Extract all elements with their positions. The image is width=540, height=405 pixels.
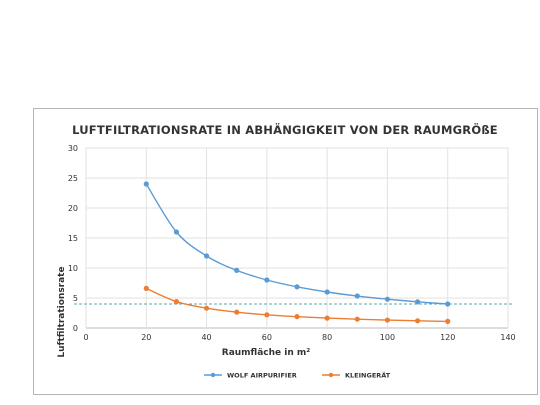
data-point-1 — [294, 314, 300, 320]
y-tick-label: 20 — [68, 204, 78, 213]
x-tick-label: 80 — [322, 333, 332, 342]
data-point-0 — [173, 229, 180, 235]
data-point-1 — [143, 285, 149, 291]
data-point-0 — [384, 296, 391, 302]
x-tick-label: 120 — [440, 333, 455, 342]
x-tick-label: 40 — [201, 333, 211, 342]
data-point-1 — [324, 315, 330, 321]
y-tick-label: 10 — [68, 264, 78, 273]
data-point-0 — [354, 293, 360, 299]
legend-label: KLEINGERÄT — [345, 370, 391, 379]
y-tick-label: 30 — [68, 144, 78, 153]
legend-swatch-marker — [328, 372, 334, 378]
data-point-0 — [234, 267, 240, 273]
data-point-1 — [384, 317, 391, 323]
y-tick-label: 25 — [68, 174, 78, 183]
data-point-0 — [324, 289, 330, 295]
data-point-1 — [354, 316, 360, 322]
data-point-0 — [294, 284, 300, 290]
data-point-0 — [143, 181, 149, 187]
x-tick-label: 140 — [500, 333, 515, 342]
legend-label: WOLF AIRPURIFIER — [227, 371, 297, 379]
y-tick-label: 0 — [73, 324, 78, 333]
x-tick-label: 20 — [141, 333, 151, 342]
line-chart: LUFTFILTRATIONSRATE IN ABHÄNGIGKEIT VON … — [57, 122, 516, 379]
data-point-0 — [414, 299, 421, 305]
y-tick-label: 15 — [68, 234, 78, 243]
chart-card: LUFTFILTRATIONSRATE IN ABHÄNGIGKEIT VON … — [33, 108, 538, 395]
y-tick-label: 5 — [73, 294, 78, 303]
data-point-0 — [264, 277, 270, 283]
y-axis-label: Luftfiltrationsrate — [57, 266, 67, 357]
x-tick-label: 0 — [83, 333, 88, 342]
x-tick-label: 100 — [380, 333, 395, 342]
grid-lines — [85, 147, 509, 329]
x-axis-label: Raumfläche in m² — [222, 348, 311, 358]
data-point-1 — [264, 312, 270, 318]
data-point-1 — [203, 305, 210, 311]
legend-swatch-marker — [210, 372, 216, 378]
tick-labels: 0 5 10 15 20 25 30 0 20 40 60 80 100 120 140 — [68, 144, 516, 342]
data-point-1 — [173, 299, 180, 305]
chart-title: LUFTFILTRATIONSRATE IN ABHÄNGIGKEIT VON … — [72, 122, 498, 137]
data-point-1 — [445, 318, 451, 324]
series-layer — [143, 181, 451, 324]
x-tick-label: 60 — [262, 333, 272, 342]
data-point-1 — [234, 309, 240, 315]
data-point-1 — [414, 318, 421, 324]
data-point-0 — [203, 253, 210, 259]
data-point-0 — [445, 301, 451, 307]
legend: WOLF AIRPURIFIER KLEINGERÄT — [204, 370, 391, 379]
